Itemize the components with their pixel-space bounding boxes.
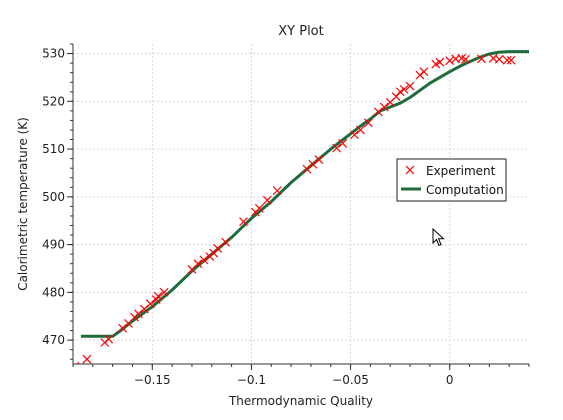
experiment-point <box>379 102 389 112</box>
experiment-point <box>308 159 318 169</box>
x-tick-label: −0.1 <box>237 373 266 387</box>
experiment-point <box>435 57 445 67</box>
legend-box <box>396 158 507 202</box>
experiment-point <box>272 186 282 196</box>
experiment-point <box>373 107 383 117</box>
y-tick-label: 500 <box>42 190 65 204</box>
experiment-point <box>338 138 348 148</box>
experiment-point <box>239 217 248 227</box>
experiment-point <box>445 56 455 66</box>
legend-label-computation: Computation <box>426 183 504 197</box>
experiment-point <box>356 125 365 135</box>
y-axis-label: Calorimetric temperature (K) <box>16 117 30 291</box>
experiment-point <box>314 155 324 165</box>
experiment-point <box>104 334 114 344</box>
y-tick-label: 510 <box>42 142 65 156</box>
x-tick-label: 0 <box>446 373 454 387</box>
mouse-cursor-icon <box>432 228 445 247</box>
experiment-point <box>494 54 504 64</box>
experiment-point <box>476 54 486 64</box>
data-layer <box>73 50 529 364</box>
y-tick-label: 480 <box>42 285 65 299</box>
experiment-point <box>118 323 127 333</box>
experiment-point <box>506 55 516 65</box>
experiment-point <box>159 287 169 297</box>
experiment-point <box>153 291 163 301</box>
experiment-point <box>82 354 92 364</box>
experiment-point <box>221 237 231 247</box>
y-tick-label: 490 <box>42 238 65 252</box>
axes: −0.15 −0.1 −0.05 0 470 480 490 500 510 520 530 <box>42 43 530 387</box>
experiment-point <box>73 361 80 364</box>
experiment-point <box>193 259 203 269</box>
experiment-point <box>399 84 409 94</box>
experiment-point <box>134 309 143 319</box>
experiment-point <box>350 130 359 140</box>
experiment-point <box>254 203 264 213</box>
x-tick-label: −0.15 <box>134 373 171 387</box>
experiment-point <box>145 299 155 309</box>
x-tick-label: −0.05 <box>332 373 369 387</box>
legend: Experiment Computation <box>396 158 507 202</box>
experiment-point <box>502 55 512 65</box>
experiment-point <box>332 143 342 153</box>
x-axis-label: Thermodynamic Quality <box>228 394 373 408</box>
experiment-point <box>302 164 312 174</box>
grid <box>73 44 529 364</box>
legend-marker-experiment <box>405 165 415 175</box>
experiment-point <box>199 255 209 265</box>
y-tick-label: 520 <box>42 94 65 108</box>
computation-line <box>80 50 529 338</box>
chart-title: XY Plot <box>278 24 323 39</box>
experiment-point <box>262 195 272 205</box>
y-tick-label: 470 <box>42 333 65 347</box>
y-tick-label: 530 <box>42 47 65 61</box>
experiment-point <box>363 118 373 128</box>
experiment-point <box>213 243 223 253</box>
legend-label-experiment: Experiment <box>426 164 496 178</box>
experiment-point <box>419 67 429 77</box>
experiment-point <box>461 54 470 64</box>
experiment-point <box>395 87 405 97</box>
experiment-point <box>405 81 415 91</box>
